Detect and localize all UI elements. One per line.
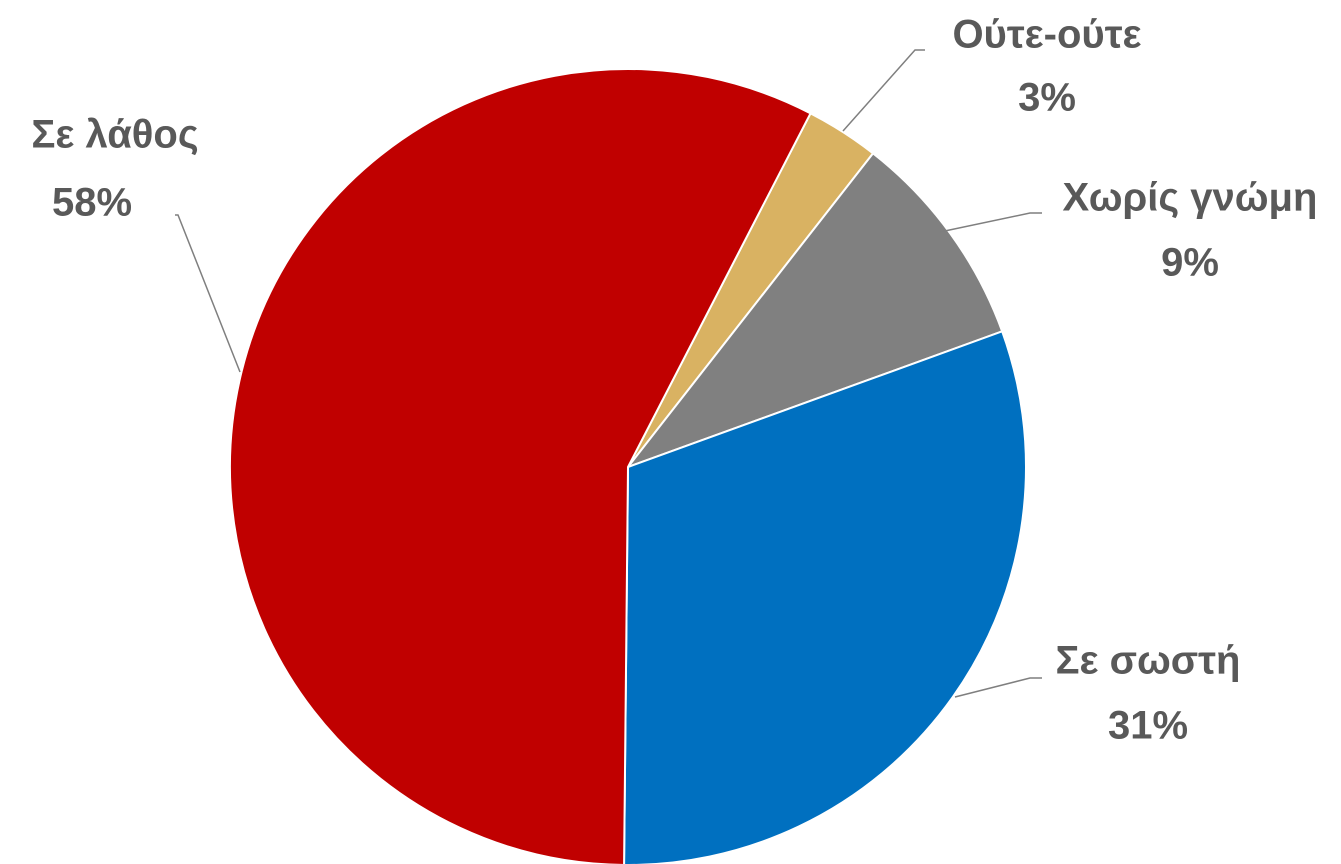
slice-label: Χωρίς γνώμη [1063,176,1318,220]
slice-label: Σε λάθος [31,113,198,157]
leader-line [175,214,241,373]
leader-line [939,212,1042,233]
slice-label: Σε σωστή [1056,639,1241,683]
leader-line [842,49,925,132]
value-label: 3% [1018,76,1076,120]
value-label: 31% [1108,704,1188,748]
leader-line [954,677,1042,698]
pie-slice [229,68,812,864]
value-label: 9% [1161,241,1219,285]
pie-slice [623,330,1027,864]
value-label: 58% [52,181,132,225]
pie-slice [625,151,1004,470]
slice-label: Ούτε-ούτε [952,13,1141,57]
